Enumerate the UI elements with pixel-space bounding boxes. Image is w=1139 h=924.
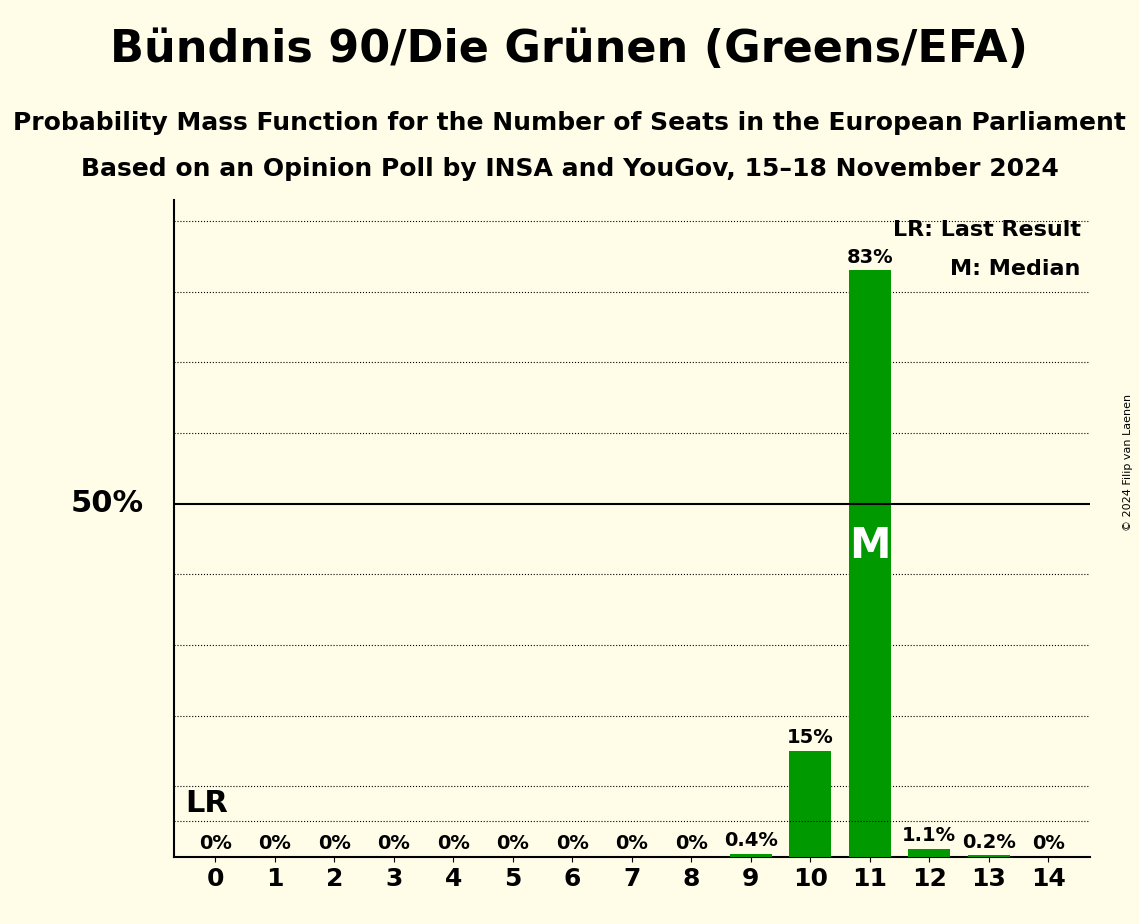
Bar [968, 856, 1009, 857]
Text: 0.2%: 0.2% [961, 833, 1016, 852]
Text: 0.4%: 0.4% [723, 832, 778, 850]
Text: 0%: 0% [377, 834, 410, 853]
Text: 0%: 0% [556, 834, 589, 853]
Text: Bündnis 90/Die Grünen (Greens/EFA): Bündnis 90/Die Grünen (Greens/EFA) [110, 28, 1029, 71]
Text: 0%: 0% [437, 834, 469, 853]
Text: LR: LR [186, 789, 229, 818]
Text: 0%: 0% [497, 834, 530, 853]
Bar [909, 849, 950, 857]
Text: 15%: 15% [787, 728, 834, 748]
Text: Probability Mass Function for the Number of Seats in the European Parliament: Probability Mass Function for the Number… [13, 111, 1126, 135]
Text: 0%: 0% [1032, 834, 1065, 853]
Text: 0%: 0% [259, 834, 292, 853]
Text: M: Median: M: Median [950, 259, 1081, 279]
Text: 0%: 0% [199, 834, 232, 853]
Text: 0%: 0% [318, 834, 351, 853]
Text: M: M [849, 525, 891, 566]
Bar [789, 751, 831, 857]
Text: © 2024 Filip van Laenen: © 2024 Filip van Laenen [1123, 394, 1133, 530]
Text: 1.1%: 1.1% [902, 826, 957, 845]
Bar [849, 271, 891, 857]
Bar [730, 854, 771, 857]
Text: 0%: 0% [615, 834, 648, 853]
Text: 83%: 83% [846, 248, 893, 267]
Text: LR: Last Result: LR: Last Result [893, 220, 1081, 239]
Text: 50%: 50% [71, 489, 144, 518]
Text: Based on an Opinion Poll by INSA and YouGov, 15–18 November 2024: Based on an Opinion Poll by INSA and You… [81, 157, 1058, 181]
Text: 0%: 0% [674, 834, 707, 853]
